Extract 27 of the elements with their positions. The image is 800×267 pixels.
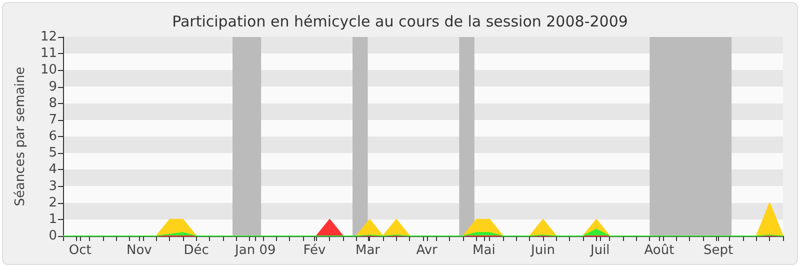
x-tick-label: Oct — [68, 243, 92, 258]
x-tick-label: Nov — [126, 243, 152, 258]
y-tick-label: 6 — [48, 129, 57, 144]
y-tick-label: 3 — [48, 178, 57, 194]
chart-title: Participation en hémicycle au cours de la session 2008-2009 — [172, 12, 628, 30]
x-tick-label: Mar — [355, 243, 381, 258]
x-tick-label: Avr — [416, 243, 438, 258]
y-tick-label: 12 — [40, 30, 57, 44]
y-tick-label: 11 — [40, 46, 57, 62]
x-tick-label: Mai — [472, 243, 496, 258]
x-tick-label: Déc — [184, 243, 209, 258]
y-axis-title: Séances par semaine — [13, 66, 28, 206]
x-tick-label: Juil — [589, 243, 610, 258]
x-tick-label: Sept — [703, 243, 734, 258]
y-tick-label: 1 — [48, 212, 57, 227]
y-tick-label: 0 — [48, 228, 57, 244]
y-tick-label: 7 — [48, 112, 57, 128]
x-tick-label: Jan 09 — [234, 243, 276, 258]
x-tick-label: Août — [644, 243, 674, 258]
y-tick-label: 5 — [48, 146, 57, 161]
x-tick-label: Fév — [303, 243, 326, 258]
y-tick-label: 2 — [48, 195, 57, 210]
y-tick-label: 10 — [40, 62, 57, 78]
y-tick-label: 4 — [48, 162, 57, 178]
x-tick-label: Juin — [530, 243, 555, 258]
y-tick-label: 8 — [48, 96, 57, 111]
y-tick-label: 9 — [48, 79, 57, 94]
